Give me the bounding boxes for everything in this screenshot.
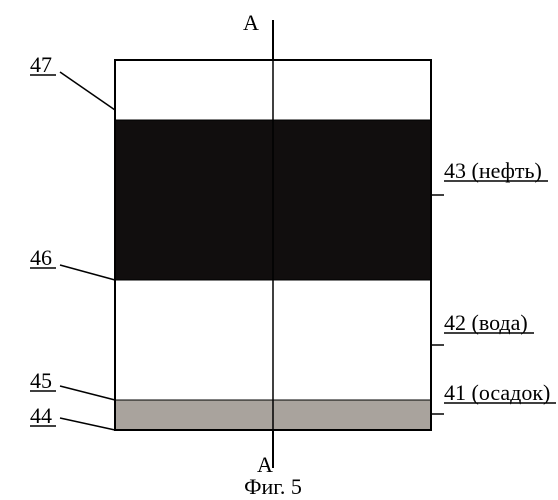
figure-5: AA4746454443 (нефть)42 (вода)41 (осадок)… <box>0 0 558 500</box>
label-43: 43 (нефть) <box>444 158 542 183</box>
label-47: 47 <box>30 52 52 77</box>
label-45: 45 <box>30 368 52 393</box>
label-44: 44 <box>30 403 52 428</box>
label-46: 46 <box>30 245 52 270</box>
label-42: 42 (вода) <box>444 310 528 335</box>
axis-label-top: A <box>243 10 259 35</box>
label-41: 41 (осадок) <box>444 380 550 405</box>
figure-caption: Фиг. 5 <box>244 474 302 499</box>
